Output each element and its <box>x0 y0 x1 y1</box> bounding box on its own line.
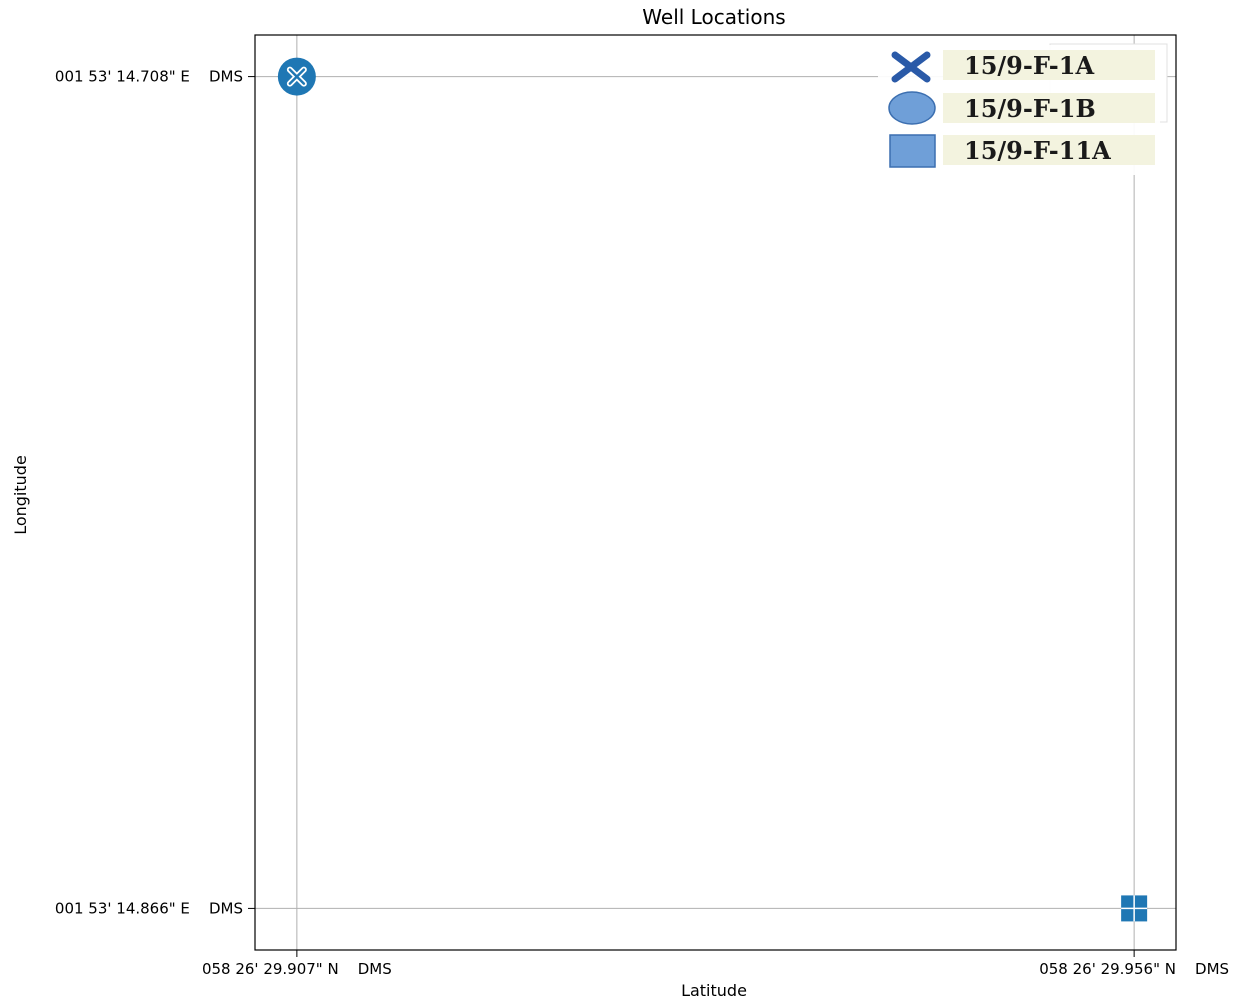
y-tick-label: 001 53' 14.866" E DMS <box>55 899 243 917</box>
y-axis-label: Longitude <box>11 455 30 535</box>
legend-entry-1: 15/9-F-1A <box>891 50 1155 83</box>
square-marker-icon <box>889 134 936 168</box>
x-axis-label: Latitude <box>681 981 747 1000</box>
well-marker-divider <box>1121 895 1148 922</box>
data-markers <box>277 57 1148 922</box>
circle-marker-icon <box>888 91 936 125</box>
legend-entry-3: 15/9-F-11A <box>889 134 1155 168</box>
x-tick-label: 058 26' 29.956" N DMS <box>1039 960 1229 978</box>
plot-area-frame <box>254 34 1177 951</box>
chart-title: Well Locations <box>642 5 785 29</box>
legend-label: 15/9-F-1B <box>964 94 1096 123</box>
y-tick-label: 001 53' 14.708" E DMS <box>55 68 243 86</box>
legend-label: 15/9-F-11A <box>964 136 1111 165</box>
x-tick-label: 058 26' 29.907" N DMS <box>202 960 392 978</box>
legend-entry-2: 15/9-F-1B <box>888 91 1155 125</box>
legend-label-bg <box>943 93 1155 123</box>
legend-label: 15/9-F-1A <box>964 51 1094 80</box>
legend-label-bg <box>943 135 1155 165</box>
well-marker-15/9-F-1A <box>288 68 306 85</box>
legend-label-bg <box>943 50 1155 80</box>
x-marker-icon <box>891 51 931 83</box>
axis-ticks: 058 26' 29.907" N DMS 058 26' 29.956" N D… <box>55 68 1229 978</box>
legend: 15/9-F-1A 15/9-F-1B 15/9-F-11A <box>878 43 1168 175</box>
